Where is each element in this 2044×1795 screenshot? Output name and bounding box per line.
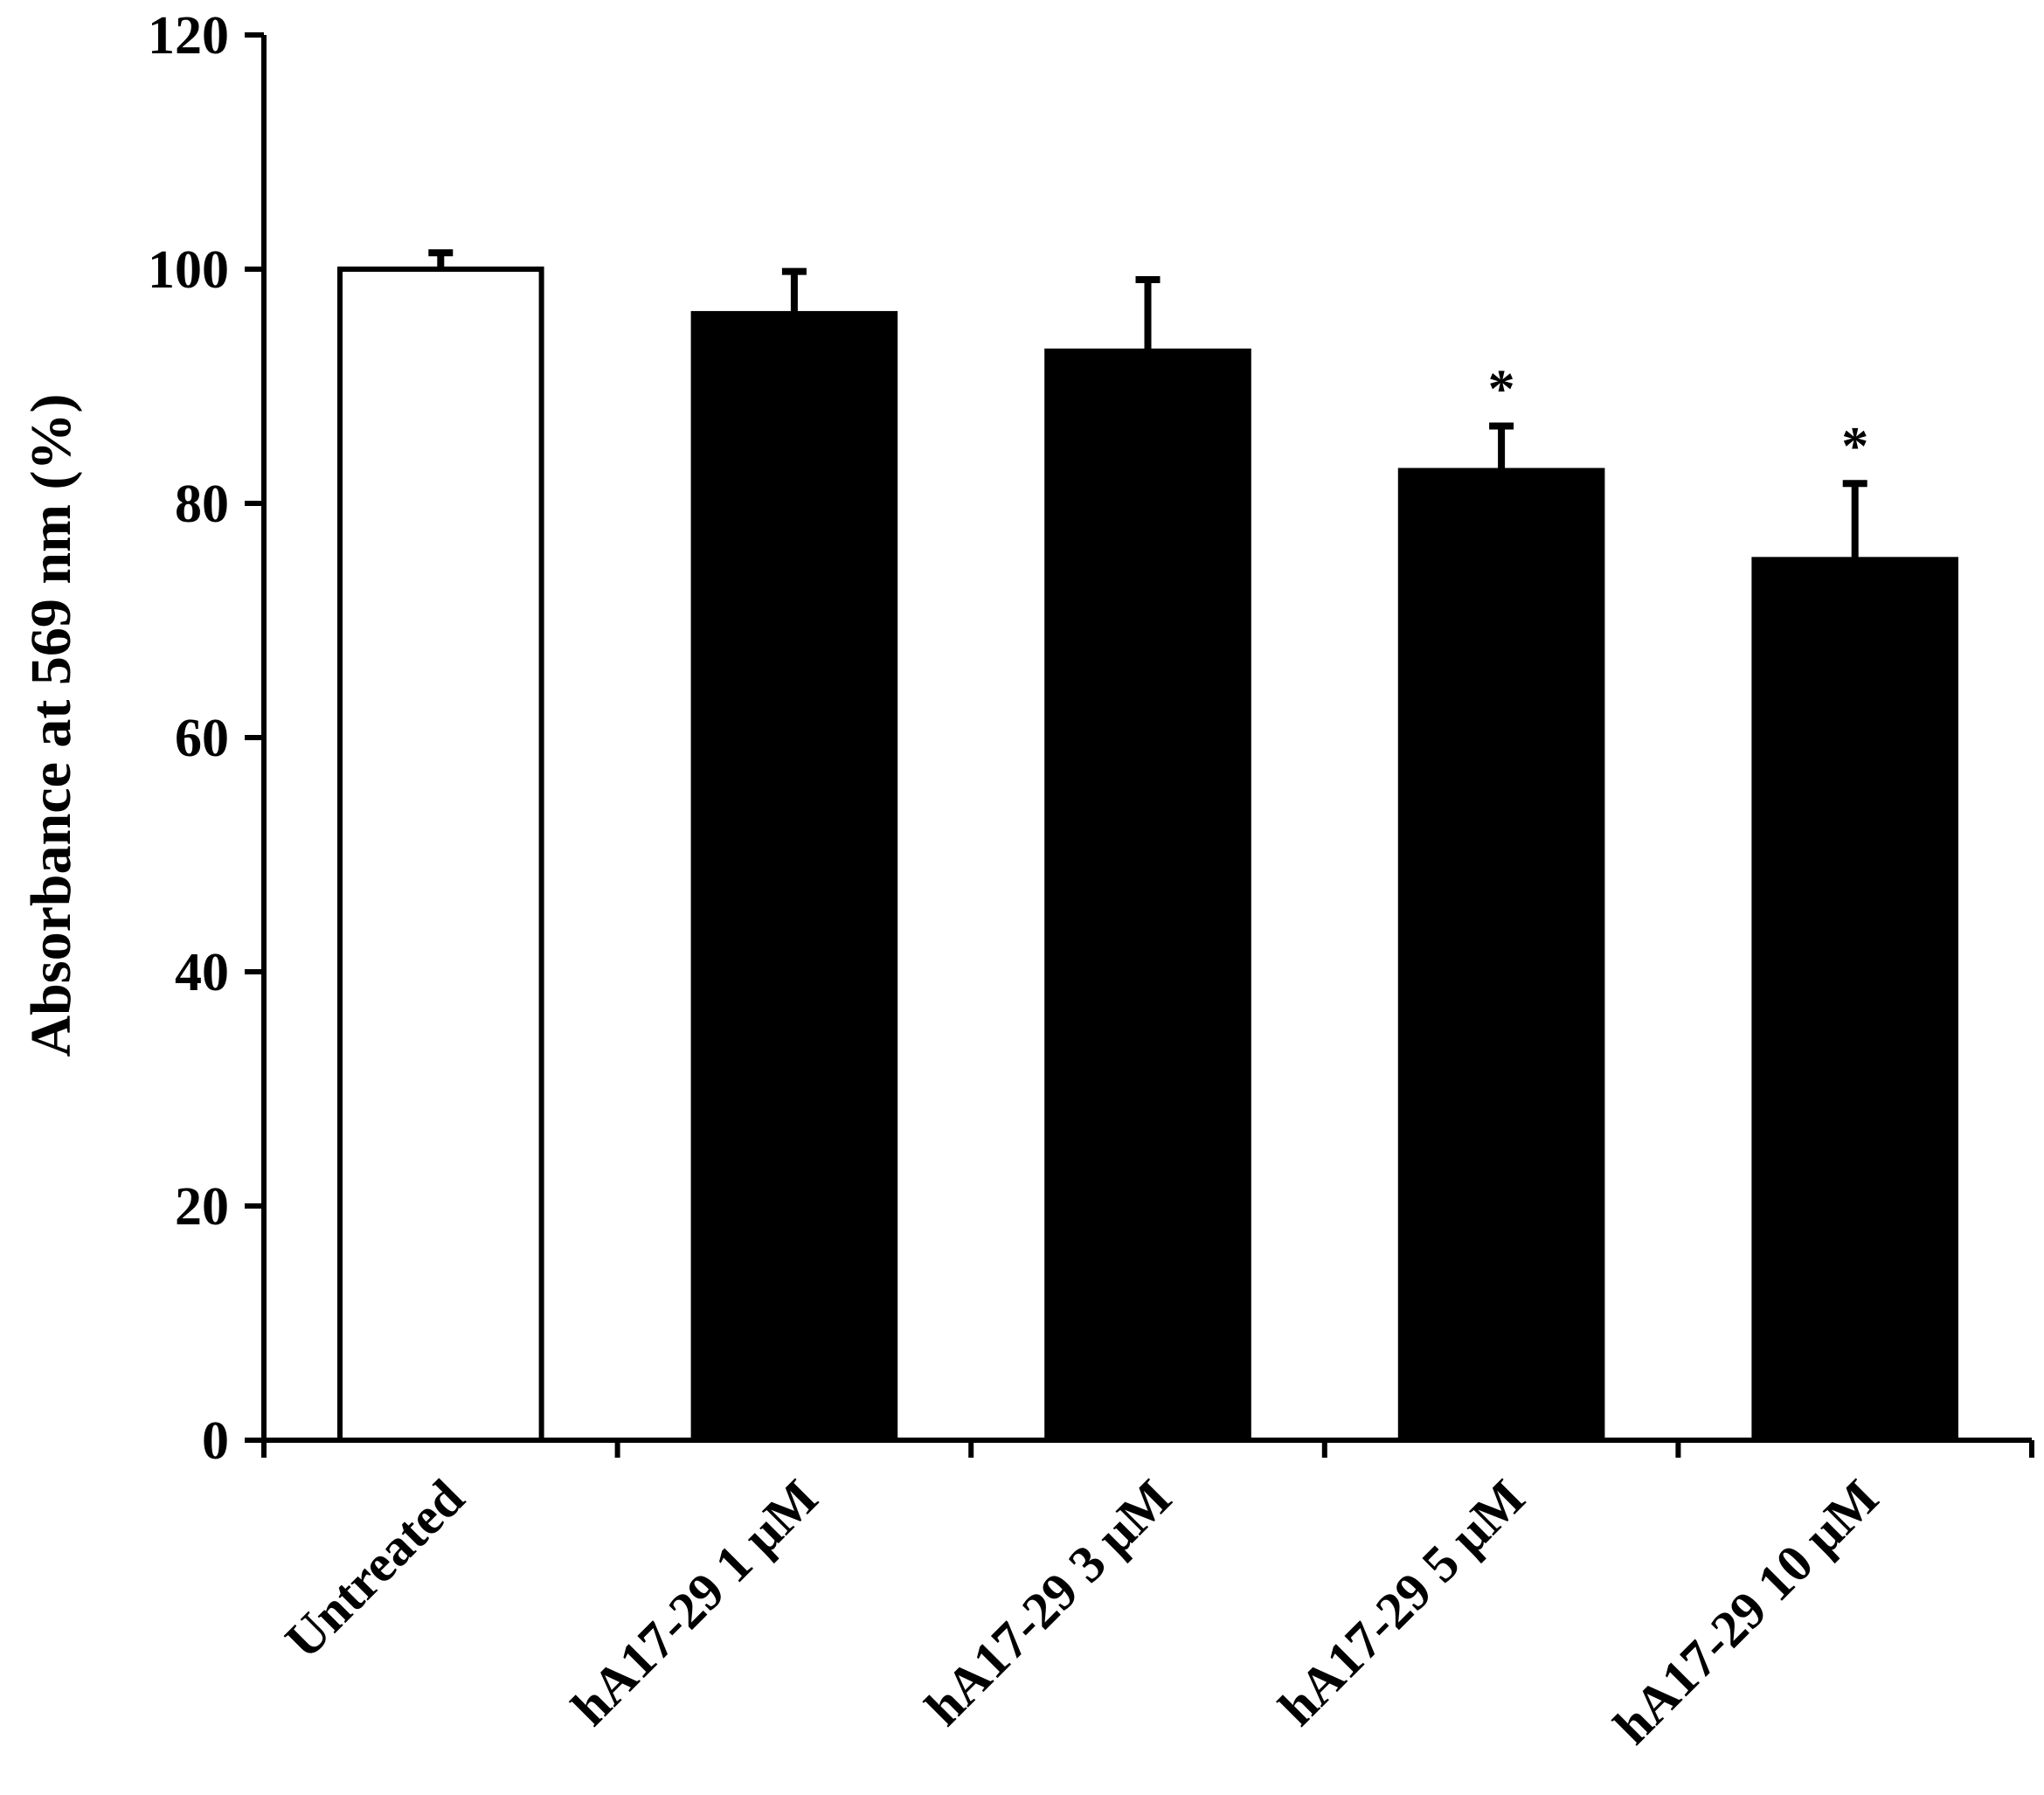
bar-2 xyxy=(1044,348,1251,1443)
category-label-1: hA17-29 1 μM xyxy=(561,1469,828,1736)
bar-4 xyxy=(1751,557,1959,1443)
significance-marker-3: * xyxy=(1488,360,1515,419)
y-tick-label-1: 20 xyxy=(175,1177,229,1237)
y-tick-label-6: 120 xyxy=(148,6,229,66)
category-label-2: hA17-29 3 μM xyxy=(914,1469,1181,1736)
y-tick-label-3: 60 xyxy=(175,709,229,768)
y-tick-label-5: 100 xyxy=(148,240,229,300)
bar-3 xyxy=(1397,468,1605,1443)
significance-marker-4: * xyxy=(1841,417,1868,476)
category-label-4: hA17-29 10 μM xyxy=(1603,1469,1889,1756)
bars: ** xyxy=(336,249,1959,1443)
y-tick-label-4: 80 xyxy=(175,475,229,534)
x-axis xyxy=(261,1438,2034,1458)
y-tick-label-0: 0 xyxy=(202,1411,229,1471)
bar-0 xyxy=(336,267,544,1443)
y-axis-title: Absorbance at 569 nm (%) xyxy=(19,394,83,1057)
category-label-3: hA17-29 5 μM xyxy=(1268,1469,1535,1736)
category-labels: Untreated hA17-29 1 μM hA17-29 3 μM hA17-29… xyxy=(274,1469,1889,1756)
y-axis: 0 20 40 60 80 100 120 xyxy=(148,6,267,1471)
category-label-0: Untreated xyxy=(274,1469,475,1670)
y-tick-label-2: 40 xyxy=(175,943,229,1002)
bar-1 xyxy=(690,310,898,1443)
